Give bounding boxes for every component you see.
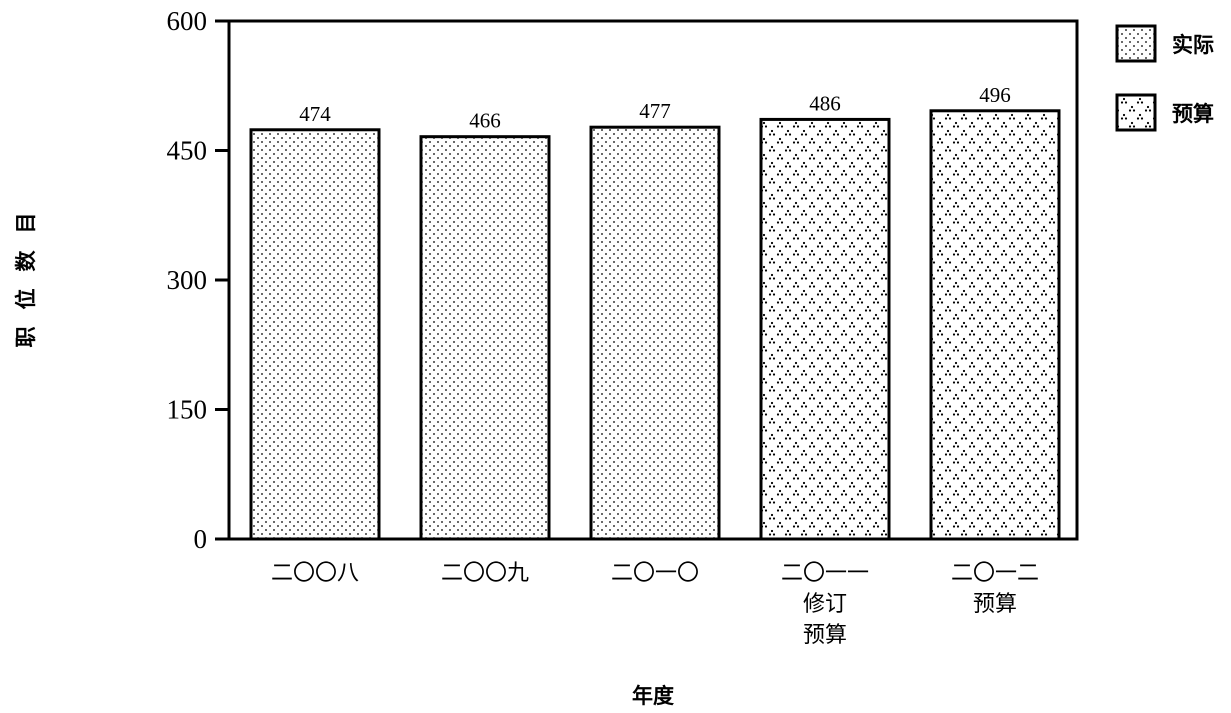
bar-value-label: 477 (639, 99, 671, 123)
bar-value-label: 474 (299, 102, 331, 126)
y-axis-title-char: 目 (14, 213, 38, 234)
x-tick-label: 二〇〇八 (271, 561, 359, 586)
legend-swatch (1115, 24, 1157, 63)
y-tick-label: 150 (167, 395, 208, 425)
x-tick-label: 二〇一〇 (611, 561, 699, 586)
y-axis-title-char: 职 (14, 327, 38, 348)
y-tick-label: 300 (167, 265, 208, 295)
legend-swatch (1115, 93, 1157, 132)
x-tick-label: 预算 (803, 623, 847, 648)
bar-value-label: 496 (979, 83, 1011, 107)
x-axis-title: 年度 (632, 684, 674, 708)
bar (759, 117, 891, 541)
value-labels: 474 466 477 486 496 (299, 83, 1011, 133)
bar (929, 109, 1061, 541)
legend-label: 预算 (1172, 102, 1214, 126)
y-tick-label: 450 (167, 136, 208, 166)
bars (249, 109, 1061, 541)
y-tick-label: 0 (194, 524, 208, 554)
x-tick-label: 修订 (803, 592, 847, 617)
y-tick-label: 600 (167, 6, 208, 36)
bar (419, 135, 551, 541)
bar (589, 125, 721, 541)
y-axis-title-char: 位 (14, 289, 38, 310)
x-tick-label: 二〇一一 (781, 561, 869, 586)
x-tick-label: 二〇一二 (951, 561, 1039, 586)
y-axis: 0 150 300 450 600 (167, 6, 229, 554)
x-tick-label: 二〇〇九 (441, 561, 529, 586)
x-tick-label: 预算 (973, 592, 1017, 617)
bar-value-label: 486 (809, 91, 841, 115)
legend-label: 实际 (1172, 33, 1214, 57)
bar-value-label: 466 (469, 109, 501, 133)
bar (249, 128, 381, 541)
y-axis-title-char: 数 (14, 250, 38, 272)
